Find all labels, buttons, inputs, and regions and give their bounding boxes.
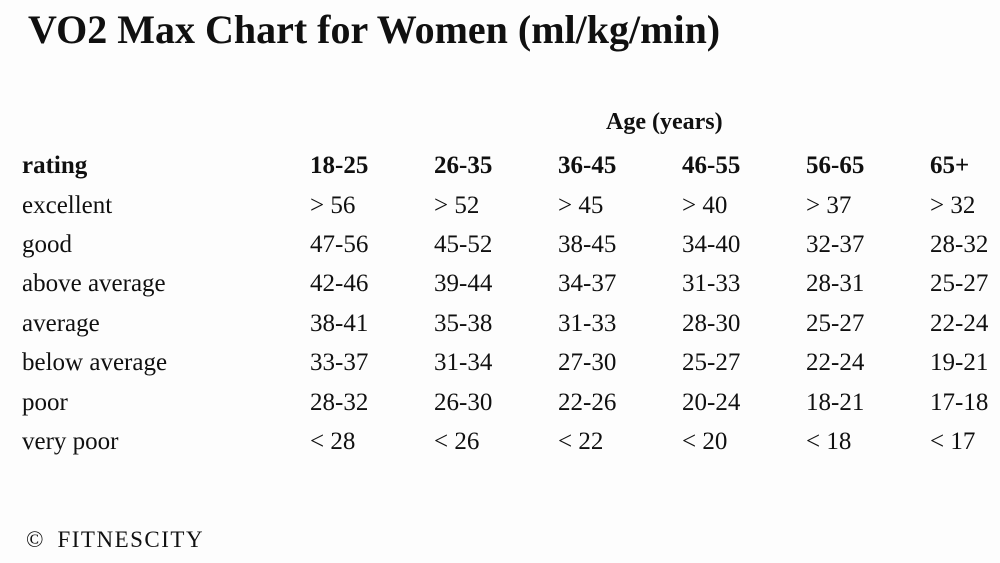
column-header-age-18-25: 18-25	[310, 152, 369, 180]
row-label-average: average	[22, 309, 100, 337]
table-cell: 20-24	[682, 388, 741, 416]
table-cell: > 40	[682, 191, 728, 219]
table-cell: 28-31	[806, 270, 865, 298]
table-cell: 31-33	[682, 270, 741, 298]
table-cell: 28-32	[930, 230, 989, 258]
column-header-age-56-65: 56-65	[806, 152, 865, 180]
table-cell: 42-46	[310, 270, 369, 298]
table-cell: 28-32	[310, 388, 369, 416]
table-cell: 22-26	[558, 388, 617, 416]
brand-name: FITNESCITY	[57, 527, 205, 552]
table-cell: 35-38	[434, 309, 493, 337]
table-cell: < 26	[434, 427, 480, 455]
table-cell: 22-24	[806, 349, 865, 377]
column-header-age-36-45: 36-45	[558, 152, 617, 180]
table-cell: 34-40	[682, 230, 741, 258]
table-cell: > 37	[806, 191, 852, 219]
table-cell: 17-18	[930, 388, 989, 416]
page-title: VO2 Max Chart for Women (ml/kg/min)	[28, 7, 721, 52]
age-years-group-header: Age (years)	[606, 109, 723, 135]
table-cell: < 20	[682, 427, 728, 455]
table-cell: 38-45	[558, 230, 617, 258]
column-header-age-65plus: 65+	[930, 152, 970, 180]
table-cell: < 28	[310, 427, 356, 455]
table-cell: 39-44	[434, 270, 493, 298]
table-cell: > 32	[930, 191, 976, 219]
row-label-good: good	[22, 230, 72, 258]
table-cell: 26-30	[434, 388, 493, 416]
table-cell: < 17	[930, 427, 976, 455]
table-cell: > 56	[310, 191, 356, 219]
column-header-age-26-35: 26-35	[434, 152, 493, 180]
table-cell: 45-52	[434, 230, 493, 258]
footer-copyright: © FITNESCITY	[26, 527, 204, 553]
column-header-age-46-55: 46-55	[682, 152, 741, 180]
vo2-max-table: rating 18-25 26-35 36-45 46-55 56-65 65+…	[22, 146, 988, 461]
column-header-rating: rating	[22, 152, 88, 180]
table-cell: 25-27	[682, 349, 741, 377]
row-label-below-average: below average	[22, 349, 168, 377]
table-cell: 33-37	[310, 349, 369, 377]
table-cell: 32-37	[806, 230, 865, 258]
table-cell: 27-30	[558, 349, 617, 377]
row-label-very-poor: very poor	[22, 427, 119, 455]
table-cell: 38-41	[310, 309, 369, 337]
table-cell: 28-30	[682, 309, 741, 337]
table-cell: 22-24	[930, 309, 989, 337]
table-cell: > 45	[558, 191, 604, 219]
table-cell: 34-37	[558, 270, 617, 298]
row-label-poor: poor	[22, 388, 68, 416]
copyright-icon: ©	[26, 527, 44, 552]
table-cell: 31-33	[558, 309, 617, 337]
table-cell: 47-56	[310, 230, 369, 258]
table-cell: > 52	[434, 191, 480, 219]
table-cell: 18-21	[806, 388, 865, 416]
table-cell: < 18	[806, 427, 852, 455]
table-cell: 25-27	[930, 270, 989, 298]
table-cell: < 22	[558, 427, 604, 455]
table-cell: 25-27	[806, 309, 865, 337]
row-label-above-average: above average	[22, 270, 166, 298]
table-cell: 31-34	[434, 349, 493, 377]
table-cell: 19-21	[930, 349, 989, 377]
row-label-excellent: excellent	[22, 191, 113, 219]
